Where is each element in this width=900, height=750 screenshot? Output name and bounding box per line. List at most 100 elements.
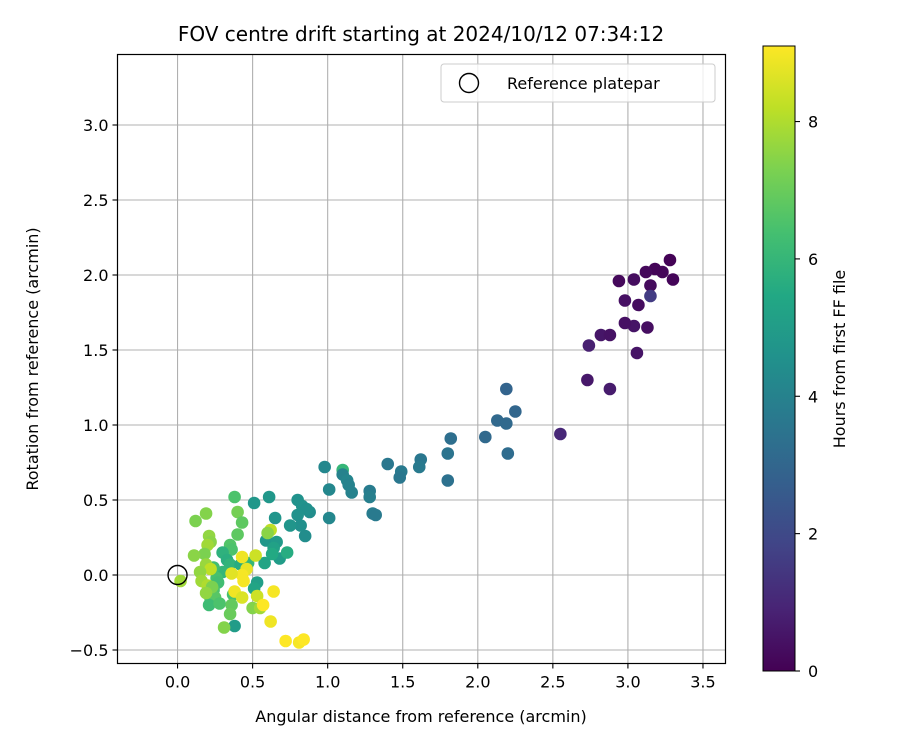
- data-point: [381, 457, 395, 471]
- data-point: [279, 634, 292, 648]
- data-point: [345, 486, 358, 499]
- data-point: [322, 511, 336, 525]
- data-point: [249, 549, 262, 562]
- colorbar-tick-label: 0: [808, 662, 818, 681]
- data-point: [250, 589, 264, 603]
- plot-frame: [116, 53, 727, 665]
- data-point: [441, 447, 455, 460]
- data-point: [261, 526, 274, 540]
- x-tick-label: 1.0: [315, 673, 340, 692]
- colorbar: 0 2 4 6 8 Hours from first FF file: [762, 45, 849, 681]
- data-point: [500, 382, 513, 396]
- reference-platepar-marker: [167, 564, 188, 586]
- data-point: [235, 591, 249, 604]
- data-point: [618, 316, 632, 330]
- data-point: [618, 294, 632, 307]
- data-point: [199, 507, 213, 520]
- data-point: [322, 483, 336, 496]
- data-point: [235, 516, 249, 529]
- x-tick-label: 2.5: [540, 673, 565, 692]
- data-point: [267, 585, 280, 598]
- data-point: [298, 529, 312, 543]
- data-points: [174, 253, 680, 649]
- x-tick-label: 3.0: [615, 673, 640, 692]
- data-point: [500, 417, 513, 430]
- colorbar-tick-label: 8: [808, 113, 818, 132]
- data-point: [213, 597, 226, 610]
- data-point: [231, 528, 244, 541]
- data-point: [268, 511, 282, 525]
- data-point: [228, 490, 241, 504]
- x-tick-label: 0.0: [165, 673, 190, 692]
- colorbar-tick-label: 2: [808, 525, 818, 544]
- data-point: [198, 547, 211, 561]
- y-tick-label: 1.5: [83, 341, 108, 360]
- data-point: [283, 519, 297, 532]
- colorbar-gradient: [762, 45, 796, 672]
- legend-entry-label: Reference platepar: [507, 74, 660, 93]
- data-point: [297, 633, 310, 646]
- y-tick-label: 2.5: [83, 191, 108, 210]
- x-axis-ticks: 0.0 0.5 1.0 1.5 2.0 2.5 3.0 3.5: [165, 663, 716, 692]
- data-point: [235, 550, 249, 564]
- data-point: [369, 508, 383, 522]
- data-point: [223, 607, 237, 621]
- data-point: [479, 430, 492, 444]
- data-point: [256, 598, 270, 612]
- reference-marker-group: [167, 564, 188, 586]
- data-point: [202, 598, 216, 612]
- data-point: [300, 502, 313, 516]
- data-point: [627, 273, 641, 286]
- chart-title: FOV centre drift starting at 2024/10/12 …: [178, 22, 664, 46]
- data-point: [639, 265, 653, 279]
- x-tick-label: 1.5: [390, 673, 415, 692]
- data-point: [393, 471, 407, 484]
- data-point: [582, 339, 596, 352]
- y-axis-ticks: −0.5 0.0 0.5 1.0 1.5 2.0 2.5 3.0: [70, 116, 118, 660]
- data-point: [264, 615, 277, 628]
- colorbar-ticks: 0 2 4 6 8: [795, 113, 818, 681]
- data-point: [644, 289, 657, 303]
- data-point: [630, 346, 644, 360]
- data-point: [291, 508, 304, 522]
- data-point: [581, 373, 594, 387]
- y-tick-label: 0.0: [83, 566, 108, 585]
- data-point: [444, 432, 458, 445]
- data-point: [258, 556, 271, 570]
- data-point: [594, 328, 608, 342]
- data-point: [441, 474, 455, 487]
- data-point: [501, 447, 515, 460]
- y-tick-label: −0.5: [70, 641, 109, 660]
- data-point: [199, 586, 213, 600]
- data-point: [612, 274, 626, 288]
- x-axis-label: Angular distance from reference (arcmin): [255, 707, 586, 726]
- data-point: [632, 298, 645, 312]
- legend-marker-icon: [458, 72, 480, 94]
- data-point: [412, 460, 426, 474]
- data-point: [265, 547, 279, 561]
- data-point: [294, 519, 307, 532]
- data-point: [231, 505, 244, 519]
- y-tick-label: 2.0: [83, 266, 108, 285]
- data-point: [663, 253, 677, 267]
- data-point: [280, 546, 294, 559]
- colorbar-label: Hours from first FF file: [830, 270, 849, 449]
- y-tick-label: 1.0: [83, 416, 108, 435]
- data-point: [318, 460, 331, 474]
- y-tick-label: 3.0: [83, 116, 108, 135]
- legend-box: [440, 63, 716, 103]
- data-point: [603, 382, 617, 396]
- y-tick-label: 0.5: [83, 491, 108, 510]
- grid-lines: [117, 54, 726, 664]
- colorbar-tick-label: 6: [808, 250, 818, 269]
- x-tick-label: 2.0: [465, 673, 490, 692]
- legend: Reference platepar: [440, 63, 716, 103]
- y-axis-label: Rotation from reference (arcmin): [23, 227, 42, 490]
- data-point: [641, 321, 654, 334]
- data-point: [644, 279, 657, 292]
- data-point: [554, 427, 567, 441]
- data-point: [666, 273, 680, 286]
- data-point: [225, 567, 238, 580]
- colorbar-tick-label: 4: [808, 387, 818, 406]
